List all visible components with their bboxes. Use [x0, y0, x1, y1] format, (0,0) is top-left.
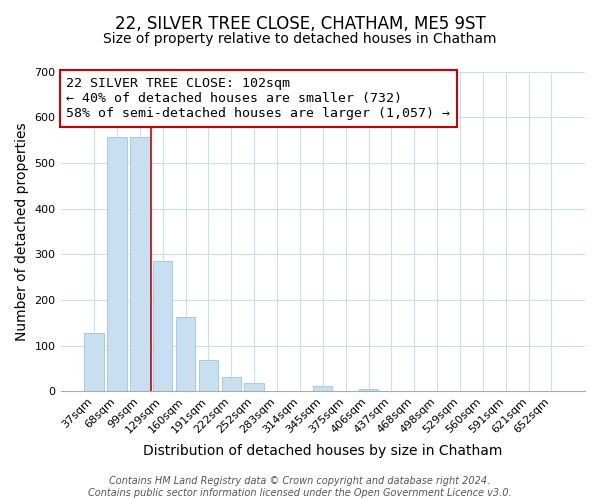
Bar — [176, 317, 195, 392]
Bar — [359, 389, 378, 392]
Bar — [153, 261, 172, 392]
X-axis label: Distribution of detached houses by size in Chatham: Distribution of detached houses by size … — [143, 444, 502, 458]
Text: Size of property relative to detached houses in Chatham: Size of property relative to detached ho… — [103, 32, 497, 46]
Bar — [313, 386, 332, 392]
Text: 22, SILVER TREE CLOSE, CHATHAM, ME5 9ST: 22, SILVER TREE CLOSE, CHATHAM, ME5 9ST — [115, 15, 485, 33]
Text: 22 SILVER TREE CLOSE: 102sqm
← 40% of detached houses are smaller (732)
58% of s: 22 SILVER TREE CLOSE: 102sqm ← 40% of de… — [66, 77, 450, 120]
Bar — [107, 138, 127, 392]
Bar — [221, 376, 241, 392]
Bar — [244, 382, 264, 392]
Bar — [130, 138, 149, 392]
Bar — [199, 360, 218, 392]
Bar — [85, 333, 104, 392]
Y-axis label: Number of detached properties: Number of detached properties — [15, 122, 29, 340]
Text: Contains HM Land Registry data © Crown copyright and database right 2024.
Contai: Contains HM Land Registry data © Crown c… — [88, 476, 512, 498]
